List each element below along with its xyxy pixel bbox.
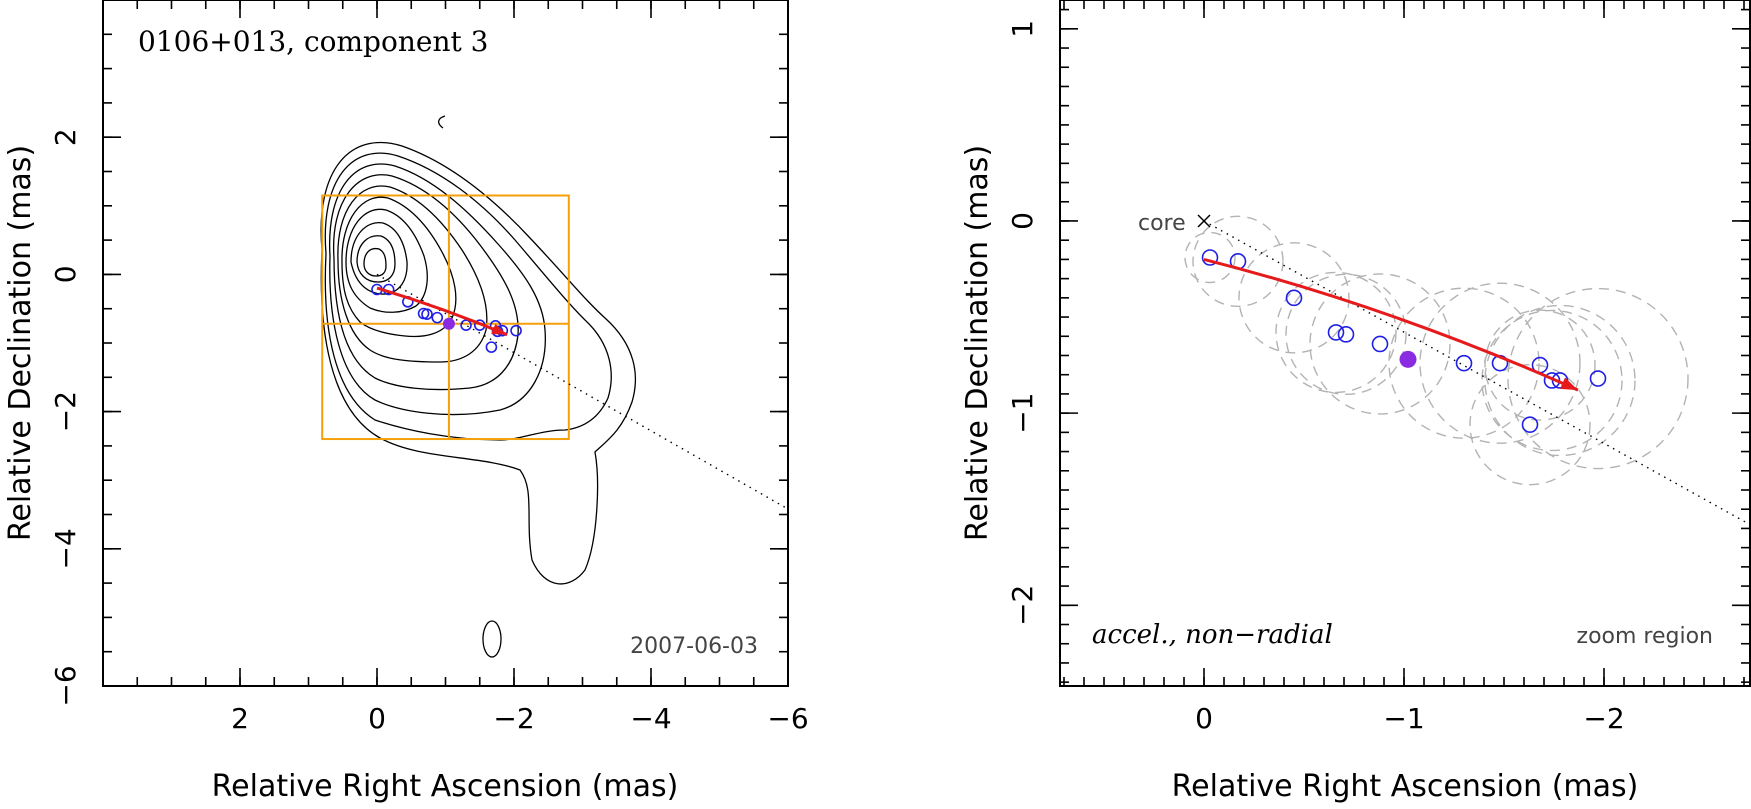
component-size-circle — [1192, 215, 1284, 308]
component-size-circle — [1275, 271, 1397, 394]
y-tick-label: −1 — [1006, 392, 1039, 433]
zoom-region-label: zoom region — [1577, 624, 1713, 649]
x-tick-label: −2 — [1583, 702, 1624, 735]
trajectory-arrowhead — [1560, 377, 1578, 391]
contour-level-5 — [337, 185, 488, 363]
trajectory-curve — [1203, 257, 1579, 392]
contour-level-10 — [363, 247, 387, 277]
component-position — [1589, 370, 1607, 387]
x-tick-label: −4 — [630, 702, 671, 735]
epoch-date: 2007-06-03 — [630, 634, 758, 659]
left-panel-title: 0106+013, component 3 — [138, 25, 488, 58]
contour-level-1 — [320, 141, 637, 585]
component-position — [1327, 324, 1345, 341]
y-tick-label: 2 — [49, 128, 82, 146]
component-size-circle — [1507, 287, 1689, 470]
contour-level-4 — [333, 174, 519, 391]
beam-ellipse — [482, 620, 502, 658]
left-plot-frame — [102, 0, 789, 687]
fit-type-label: accel., non−radial — [1092, 620, 1333, 650]
component-size-circle — [1184, 231, 1236, 284]
y-tick-label: −2 — [49, 391, 82, 432]
zoom-region-box — [321, 194, 570, 441]
right-overlay — [1184, 214, 1751, 526]
y-tick-label: −6 — [49, 665, 82, 706]
component-position — [1285, 289, 1303, 307]
contour-stray-arc — [438, 115, 446, 129]
highlighted-component — [442, 317, 455, 330]
y-tick-label: −4 — [49, 528, 82, 569]
y-tick-label: 0 — [1006, 212, 1039, 230]
contour-map — [320, 115, 637, 658]
core-marker — [1197, 214, 1211, 228]
component-position — [421, 308, 433, 320]
contour-level-9 — [356, 235, 396, 283]
component-size-circle — [1469, 363, 1591, 486]
contour-level-2 — [324, 152, 612, 441]
component-size-circle — [1388, 287, 1540, 439]
left-y-axis-label: Relative Declination (mas) — [3, 145, 38, 541]
trajectory-curve — [376, 286, 508, 337]
contour-level-6 — [341, 196, 457, 338]
x-tick-label: −1 — [1383, 702, 1424, 735]
right-y-axis-label: Relative Declination (mas) — [960, 145, 995, 541]
contour-level-3 — [329, 163, 546, 416]
x-tick-label: 2 — [231, 702, 249, 735]
x-tick-label: 0 — [368, 702, 386, 735]
component-position — [1201, 249, 1219, 266]
component-position — [431, 311, 444, 324]
right-panel: 0 −1 −2 1 0 −1 −2 core accel., non−radial zoom… — [960, 0, 1751, 804]
component-size-circle — [1309, 273, 1451, 415]
x-tick-label: −2 — [493, 702, 534, 735]
component-position — [1521, 416, 1539, 433]
left-x-axis-label: Relative Right Ascension (mas) — [212, 769, 679, 804]
highlighted-component — [1399, 350, 1417, 368]
right-ticks — [1060, 0, 1750, 686]
component-position — [1371, 335, 1389, 353]
left-overlay — [321, 194, 789, 510]
y-tick-label: −2 — [1006, 585, 1039, 626]
y-tick-label: 1 — [1006, 20, 1039, 38]
component-size-circle — [1419, 282, 1581, 444]
trajectory-arrowhead — [491, 323, 508, 335]
left-panel: 2 0 −2 −4 −6 2 0 −2 −4 −6 0106+013, component 3 2… — [3, 0, 809, 804]
right-x-axis-label: Relative Right Ascension (mas) — [1172, 769, 1639, 804]
component-position — [1337, 326, 1355, 343]
jet-axis-line — [376, 273, 789, 510]
contour-level-8 — [350, 222, 408, 295]
component-position — [460, 319, 472, 331]
x-tick-label: 0 — [1195, 702, 1213, 735]
right-tick-labels: 0 −1 −2 1 0 −1 −2 — [1006, 20, 1625, 735]
core-label: core — [1138, 211, 1186, 236]
component-size-circle — [1484, 304, 1636, 457]
component-position — [1455, 354, 1473, 372]
left-ticks — [102, 0, 789, 687]
contour-level-7 — [345, 208, 428, 313]
component-size-circle — [1481, 309, 1623, 452]
component-size-circle — [1238, 242, 1350, 354]
x-tick-label: −6 — [767, 702, 808, 735]
jet-axis-line — [1203, 220, 1751, 526]
y-tick-label: 0 — [49, 265, 82, 283]
component-position — [510, 324, 522, 337]
right-plot-frame — [1059, 0, 1751, 687]
component-size-circle — [1285, 273, 1407, 396]
component-position — [485, 341, 498, 353]
left-tick-labels: 2 0 −2 −4 −6 2 0 −2 −4 −6 — [49, 128, 809, 735]
